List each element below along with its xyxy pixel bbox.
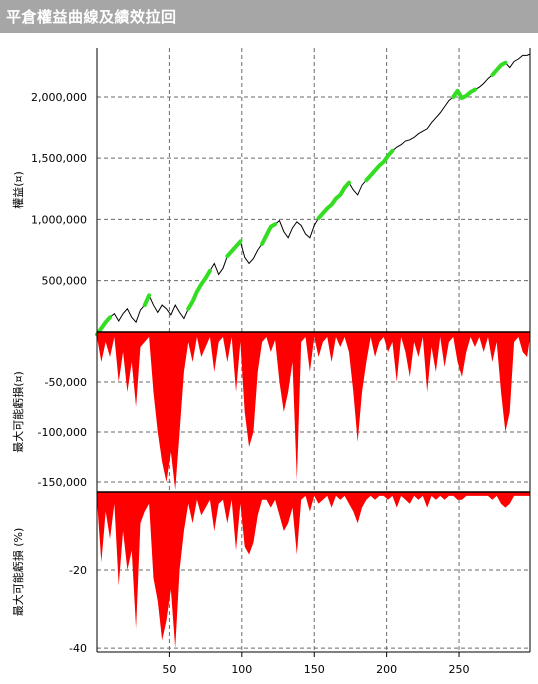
window-title: 平倉權益曲線及績效拉回: [6, 8, 177, 26]
y-tick-label: 2,000,000: [31, 91, 87, 104]
new-high-segment: [225, 239, 243, 259]
x-tick-label: 50: [162, 663, 176, 676]
new-high-segment: [490, 60, 508, 77]
y-axis-label: 最大可能虧損 (%): [11, 528, 25, 617]
x-tick-label: 200: [376, 663, 397, 676]
y-tick-label: -100,000: [38, 426, 87, 439]
y-tick-label: 1,000,000: [31, 213, 87, 226]
y-tick-label: 500,000: [42, 275, 88, 288]
y-axis-label: 最大可能虧損(¤): [11, 371, 25, 453]
y-tick-label: -50,000: [45, 376, 87, 389]
new-high-segment: [260, 222, 278, 246]
new-high-segment: [316, 180, 351, 221]
new-high-segment: [364, 148, 395, 183]
performance-chart: 500,0001,000,0001,500,0002,000,000權益(¤) …: [11, 48, 531, 676]
y-tick-label: -150,000: [38, 476, 87, 489]
chart-frame: 50 100 150 200 250: [96, 48, 531, 676]
new-high-segment: [142, 293, 152, 308]
x-tick-label: 150: [304, 663, 325, 676]
drawdown-area: [97, 332, 530, 490]
y-tick-label: -40: [69, 642, 87, 655]
window-titlebar: 平倉權益曲線及績效拉回: [0, 0, 538, 33]
x-tick-label: 250: [449, 663, 470, 676]
drawdown-percent-panel: -20 -40 最大可能虧損 (%): [11, 492, 530, 655]
y-tick-label: -20: [69, 564, 87, 577]
new-high-segment: [451, 87, 477, 101]
y-axis-label: 權益(¤): [11, 171, 25, 209]
drawdown-area: [97, 492, 530, 649]
drawdown-amount-panel: -50,000 -100,000 -150,000 最大可能虧損(¤): [11, 332, 530, 492]
equity-panel: 500,000 1,000,000 1,500,000 2,000,000 權益(¤): [11, 48, 531, 337]
x-tick-label: 100: [231, 663, 252, 676]
y-tick-label: 1,500,000: [31, 152, 87, 165]
new-high-segment: [186, 268, 212, 311]
